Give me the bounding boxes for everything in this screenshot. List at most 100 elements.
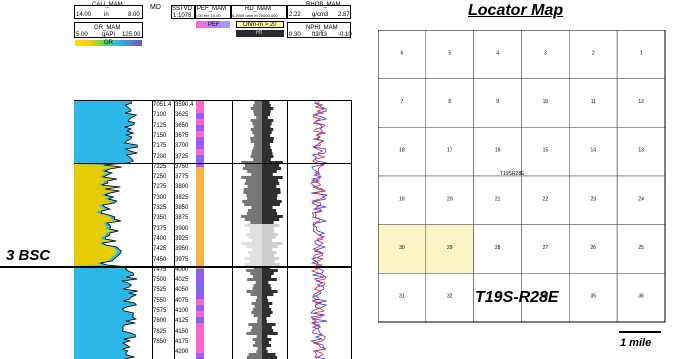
map-section-number: 11 xyxy=(591,99,596,105)
rd-block xyxy=(262,101,270,104)
rd-block xyxy=(250,128,262,131)
cali-unit: in xyxy=(104,12,109,18)
sstvd-value: 1:1078 xyxy=(173,13,192,19)
rd-block xyxy=(248,236,262,239)
rd-block xyxy=(262,230,275,233)
rd-block xyxy=(262,281,269,284)
rd-block xyxy=(262,224,280,227)
rd-block xyxy=(253,125,262,128)
rd-block xyxy=(262,290,278,293)
rd-block xyxy=(257,347,262,350)
rd-block xyxy=(262,299,269,302)
map-section-13 xyxy=(616,127,666,177)
map-section-number: 35 xyxy=(591,294,597,300)
map-section-19 xyxy=(378,175,427,226)
pef-block xyxy=(196,173,204,179)
pef-block xyxy=(196,251,204,257)
rd-block xyxy=(256,335,262,338)
map-section-number: 14 xyxy=(591,148,597,154)
map-section-17 xyxy=(425,127,474,177)
rd-block xyxy=(262,311,273,314)
map-section-number: 1 xyxy=(640,50,643,56)
pef-color-bar xyxy=(196,21,230,28)
pef-block xyxy=(196,209,204,215)
map-section-number: 27 xyxy=(543,245,549,251)
locator-map: 6 5 4 3 2 1 7 8 9 10 11 12 18 17 16 15 14 13 19 20 21 22 23 24 3… xyxy=(378,30,670,328)
log-curves xyxy=(74,101,329,359)
rd-block xyxy=(262,329,274,332)
sstvd-depth-label: 4125 xyxy=(175,318,189,325)
md-depth-label: 7200 xyxy=(153,153,167,160)
rd-block xyxy=(254,113,262,116)
rd-block xyxy=(241,161,262,164)
sstvd-depth-label: 4075 xyxy=(175,297,189,304)
map-section-30 xyxy=(378,224,427,274)
pef-block xyxy=(196,335,204,341)
md-depth-label: 7650 xyxy=(153,338,167,345)
map-section-number: 15 xyxy=(543,148,549,154)
rd-block xyxy=(246,194,262,197)
pef-block xyxy=(196,143,204,149)
rhob-track xyxy=(287,101,352,359)
pef-block xyxy=(196,215,204,221)
map-section-number: 17 xyxy=(447,148,453,154)
gr-badge: GR xyxy=(104,40,113,46)
rhob-max: 2.87 xyxy=(338,12,350,18)
rd-block xyxy=(250,137,262,140)
rd-block xyxy=(250,272,262,275)
rd-block xyxy=(245,164,262,167)
rd-block xyxy=(249,260,262,263)
map-section-number: 3 xyxy=(544,50,547,56)
rd-block xyxy=(244,182,262,185)
map-section-number: 31 xyxy=(399,294,405,300)
map-section-number: 22 xyxy=(543,196,549,202)
rd-block xyxy=(252,149,262,152)
rd-block xyxy=(262,104,271,107)
sstvd-depth-label: 4000 xyxy=(175,266,189,273)
rd-block xyxy=(256,296,262,299)
map-section-number: 33 xyxy=(495,294,501,300)
rd-block xyxy=(262,341,269,344)
rd-block xyxy=(262,131,272,134)
md-depth-label: 7575 xyxy=(153,308,167,314)
pef-name: PEF_MAM xyxy=(197,6,227,12)
rd-block xyxy=(262,194,278,197)
rhob-curve xyxy=(310,101,328,359)
rd-block xyxy=(246,245,262,248)
rd-block xyxy=(262,110,271,113)
rd-block xyxy=(241,176,262,179)
nphi-unit: ft3/ft3 xyxy=(312,32,328,38)
map-section-1 xyxy=(616,30,666,80)
rd-block xyxy=(262,200,282,203)
rd-block xyxy=(254,143,262,146)
rd-block xyxy=(262,323,276,326)
rd-block xyxy=(262,251,277,254)
gr-header xyxy=(74,22,143,38)
rd-block xyxy=(262,149,272,152)
map-section-36 xyxy=(616,273,666,323)
rd-block xyxy=(252,122,262,125)
gr-curve xyxy=(100,101,139,359)
map-section-number: 21 xyxy=(495,196,501,202)
rd-block xyxy=(252,131,262,134)
sstvd-depth-label: 4050 xyxy=(175,287,189,294)
map-section-10 xyxy=(521,78,570,128)
rd-block xyxy=(262,164,279,167)
pef-block xyxy=(196,245,204,251)
sstvd-depth-label: 3725 xyxy=(175,153,189,160)
rd-block xyxy=(262,116,268,119)
rd-block xyxy=(262,140,274,143)
rd-block xyxy=(245,179,262,182)
rd-block xyxy=(262,284,271,287)
nphi-name: NPHI_MAM xyxy=(306,25,338,31)
rd-block xyxy=(262,263,281,266)
rd-block xyxy=(252,338,262,341)
rhob-header xyxy=(287,5,351,19)
md-depth-label: 7225 xyxy=(153,163,167,170)
map-section-number: 5 xyxy=(448,50,451,56)
rd-block xyxy=(253,146,262,149)
pef-block xyxy=(196,203,204,209)
rd-block xyxy=(262,206,273,209)
map-section-32 xyxy=(425,273,474,323)
